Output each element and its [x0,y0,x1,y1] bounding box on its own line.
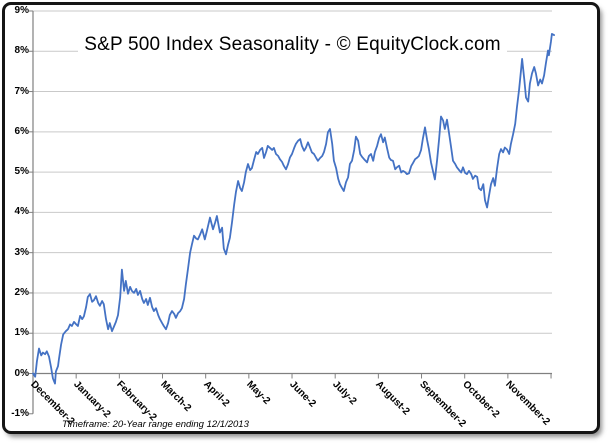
timeframe-note: Timeframe: 20-Year range ending 12/1/201… [62,419,249,430]
y-tick-label: 2% [14,286,29,298]
y-tick-label: 1% [14,327,29,339]
chart-title-wrap: S&P 500 Index Seasonality - © EquityCloc… [33,34,552,56]
y-tick-label: 9% [14,4,29,16]
y-tick-label: 4% [14,206,29,218]
y-tick-label: -1% [11,407,29,419]
chart-frame-border [2,2,600,434]
y-tick-label: 8% [14,45,29,57]
y-tick-label: 6% [14,125,29,137]
y-tick-label: 0% [14,367,29,379]
y-tick-label: 3% [14,246,29,258]
seasonality-line [32,33,555,385]
y-tick-label: 5% [14,166,29,178]
chart-title: S&P 500 Index Seasonality - © EquityCloc… [78,34,507,56]
y-tick-label: 7% [14,85,29,97]
